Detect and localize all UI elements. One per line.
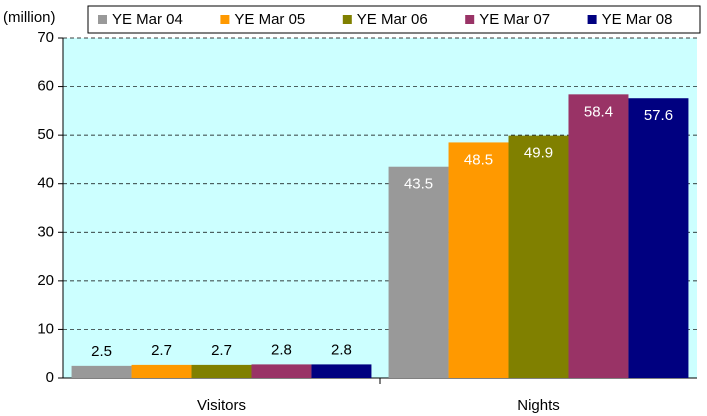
data-label: 2.8 (331, 341, 352, 358)
data-label: 43.5 (404, 176, 433, 193)
legend-label: YE Mar 06 (357, 11, 428, 28)
data-label: 49.9 (524, 145, 553, 162)
data-label: 2.5 (91, 343, 112, 360)
bar (131, 364, 192, 378)
data-label: 2.8 (271, 341, 292, 358)
legend-swatch (98, 15, 107, 24)
bar (448, 142, 509, 378)
bar (628, 98, 689, 378)
bar (71, 365, 132, 378)
data-label: 2.7 (211, 342, 232, 359)
data-label: 58.4 (584, 103, 613, 120)
bar (191, 364, 252, 378)
bar (568, 94, 629, 378)
legend-swatch (342, 15, 352, 24)
legend-label: YE Mar 08 (602, 11, 673, 28)
x-tick-label: Nights (517, 397, 560, 414)
x-tick-label: Visitors (197, 397, 246, 414)
data-label: 2.7 (151, 342, 172, 359)
legend-swatch (587, 15, 597, 24)
legend-label: YE Mar 05 (234, 11, 305, 28)
y-tick-label: 50 (37, 126, 54, 143)
legend-swatch (465, 15, 475, 24)
bar (311, 364, 372, 378)
legend-label: YE Mar 04 (112, 11, 183, 28)
y-tick-label: 60 (37, 78, 54, 95)
y-tick-label: 30 (37, 223, 54, 240)
y-tick-label: 10 (37, 320, 54, 337)
y-tick-label: 20 (37, 272, 54, 289)
y-tick-label: 0 (46, 369, 54, 386)
y-tick-label: 40 (37, 175, 54, 192)
data-label: 48.5 (464, 151, 493, 168)
legend-swatch (220, 15, 230, 24)
bar (251, 364, 312, 378)
y-axis-label: (million) (3, 9, 56, 26)
legend-label: YE Mar 07 (479, 11, 550, 28)
y-tick-label: 70 (37, 29, 54, 46)
legend-box (87, 5, 701, 34)
bar (508, 135, 569, 378)
data-label: 57.6 (644, 107, 673, 124)
bar (388, 166, 449, 378)
